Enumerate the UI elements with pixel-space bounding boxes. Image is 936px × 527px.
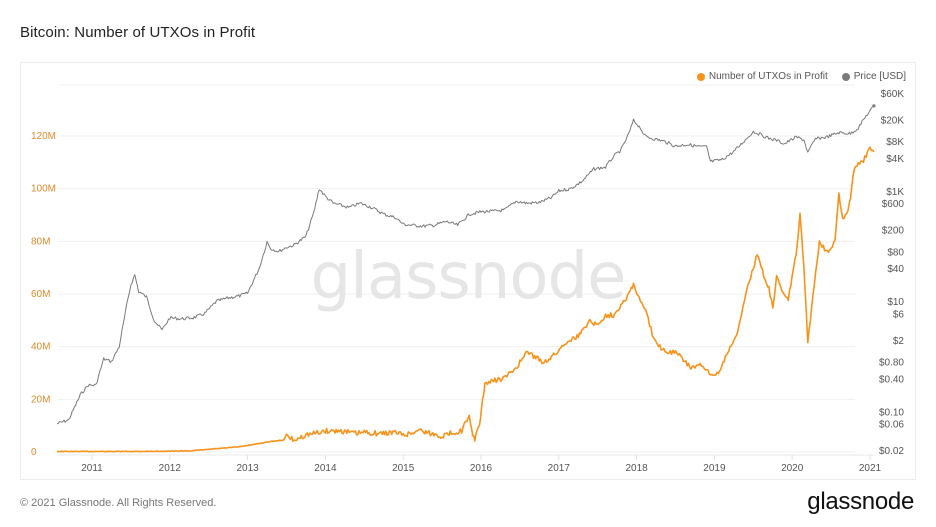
glassnode-logo[interactable]: glassnode <box>807 488 914 515</box>
right-axis-tick-label: $8K <box>886 137 904 148</box>
legend-item-utxos[interactable]: Number of UTXOs in Profit <box>696 71 828 82</box>
right-axis-tick-label: $2 <box>893 336 905 347</box>
left-axis-tick-label: 60M <box>31 289 50 300</box>
x-axis-tick-label: 2013 <box>236 463 259 474</box>
copyright-text: © 2021 Glassnode. All Rights Reserved. <box>20 497 217 509</box>
x-axis: 2011 2012 2013 2014 2015 2016 2017 2018 2019 2020… <box>58 454 882 474</box>
series-group <box>56 104 876 453</box>
page-title: Bitcoin: Number of UTXOs in Profit <box>20 24 256 41</box>
right-axis-tick-label: $0.02 <box>879 446 904 457</box>
right-axis-tick-label: $40 <box>887 264 904 275</box>
right-axis-tick-label: $60K <box>881 89 905 100</box>
legend-item-price[interactable]: Price [USD] <box>841 71 906 82</box>
x-axis-tick-label: 2021 <box>859 463 882 474</box>
right-axis-tick-label: $80 <box>887 247 904 258</box>
right-y-axis: $0.02 $0.06 $0.10 $0.40 $0.80 $2 $6$10 $40 $80 $2… <box>879 89 904 457</box>
legend-label: Number of UTXOs in Profit <box>708 71 828 82</box>
left-axis-tick-label: 0 <box>31 447 37 458</box>
right-axis-tick-label: $20K <box>881 115 905 126</box>
left-axis-tick-label: 20M <box>31 394 50 405</box>
right-axis-tick-label: $600 <box>882 199 905 210</box>
price-series-endpoint <box>872 104 876 108</box>
x-axis-tick-label: 2015 <box>392 463 415 474</box>
gridlines <box>58 84 855 453</box>
right-axis-tick-label: $4K <box>886 154 904 165</box>
right-axis-tick-label: $200 <box>882 226 905 237</box>
right-axis-tick-label: $0.10 <box>879 407 904 418</box>
right-axis-tick-label: $6 <box>893 309 905 320</box>
x-axis-tick-label: 2018 <box>625 463 648 474</box>
right-axis-tick-label: $0.40 <box>879 374 904 385</box>
right-axis-tick-label: $0.80 <box>879 358 904 369</box>
x-axis-tick-label: 2012 <box>159 463 182 474</box>
x-axis-tick-label: 2017 <box>548 463 571 474</box>
x-axis-tick-label: 2011 <box>81 463 103 474</box>
legend-dot-icon <box>696 72 705 81</box>
x-axis-tick-label: 2016 <box>470 463 493 474</box>
right-axis-tick-label: $10 <box>887 297 904 308</box>
price-series-line <box>56 105 875 425</box>
chart-legend: Number of UTXOs in Profit Price [USD] <box>696 71 906 82</box>
left-axis-tick-label: 100M <box>31 184 56 195</box>
watermark: glassnode <box>310 240 625 314</box>
left-y-axis: 0 20M 40M 60M 80M 100M 120M <box>31 131 56 458</box>
left-axis-tick-label: 40M <box>31 342 50 353</box>
x-axis-tick-label: 2019 <box>703 463 726 474</box>
chart-panel <box>20 62 916 480</box>
right-axis-tick-label: $1K <box>886 187 904 198</box>
legend-label: Price [USD] <box>853 71 906 82</box>
left-axis-tick-label: 80M <box>31 236 50 247</box>
x-axis-tick-label: 2020 <box>781 463 804 474</box>
legend-dot-icon <box>841 72 850 81</box>
x-axis-tick-label: 2014 <box>314 463 337 474</box>
right-axis-tick-label: $0.06 <box>879 420 904 431</box>
left-axis-tick-label: 120M <box>31 131 56 142</box>
utxo-series-line <box>56 146 875 453</box>
